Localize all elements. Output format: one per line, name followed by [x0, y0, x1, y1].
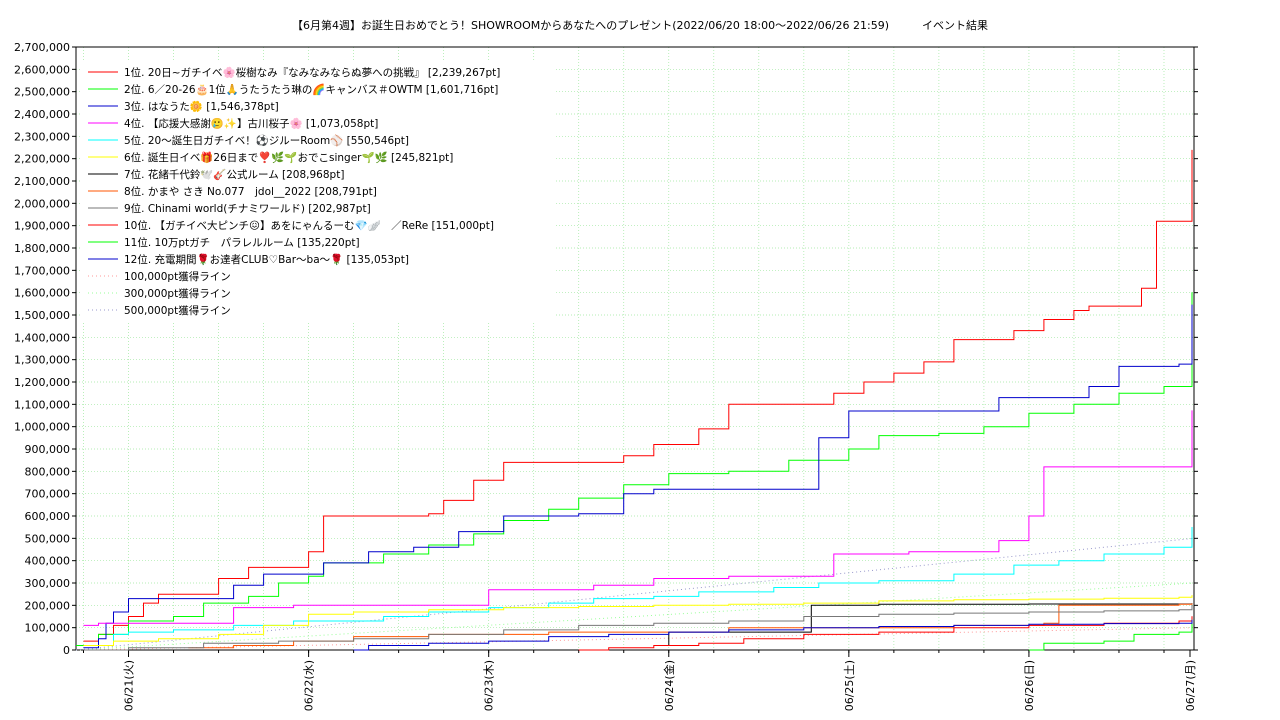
legend-label: 3位. はなうた🌼 [1,546,378pt]: [124, 100, 279, 113]
x-tick-label: 06/24(金): [662, 660, 676, 711]
y-tick-label: 400,000: [25, 555, 71, 568]
y-tick-label: 1,300,000: [14, 354, 70, 367]
y-tick-label: 1,000,000: [14, 421, 70, 434]
series-line: [1028, 619, 1193, 651]
legend-label: 5位. 20〜誕生日ガチイベ！⚽ジルーRoom⚾ [550,546pt]: [124, 134, 409, 147]
legend-label: 7位. 花緒千代鈴🕊️🎸公式ルーム [208,968pt]: [124, 168, 344, 181]
legend-label: 500,000pt獲得ライン: [124, 304, 231, 317]
legend-label: 4位. 【応援大感謝🥲✨】古川桜子🌸 [1,073,058pt]: [124, 117, 378, 130]
y-tick-label: 1,600,000: [14, 287, 70, 300]
y-tick-label: 2,300,000: [14, 130, 70, 143]
legend-label: 2位. 6／20-26🎂1位🙏うたうたう琳の🌈キャンバス＃OWTM [1,601…: [124, 83, 498, 96]
y-tick-label: 2,200,000: [14, 153, 70, 166]
y-tick-label: 1,400,000: [14, 331, 70, 344]
y-tick-label: 2,400,000: [14, 108, 70, 121]
legend: 1位. 20日~ガチイベ🌸桜樹なみ『なみなみならぬ夢への挑戦』 [2,239,2…: [82, 60, 554, 322]
y-tick-label: 2,000,000: [14, 197, 70, 210]
series-line: [578, 616, 1193, 651]
y-tick-label: 2,600,000: [14, 63, 70, 76]
series-line: [83, 604, 1193, 651]
legend-background: [82, 60, 554, 322]
legend-label: 100,000pt獲得ライン: [124, 270, 231, 283]
x-tick-label: 06/26(日): [1023, 660, 1036, 711]
y-tick-label: 1,200,000: [14, 376, 70, 389]
x-tick-label: 06/25(土): [843, 660, 856, 711]
y-tick-label: 300,000: [25, 577, 71, 590]
y-tick-label: 800,000: [25, 465, 71, 478]
reference-line: [75, 582, 1195, 651]
chart-title: 【6月第4週】お誕生日おめでとう！SHOWROOMからあなたへのプレゼント(20…: [291, 19, 988, 32]
y-tick-label: 1,900,000: [14, 220, 70, 233]
series-layer: [76, 149, 1193, 651]
y-tick-label: 200,000: [25, 599, 71, 612]
x-tick-label: 06/22(水): [303, 660, 316, 711]
series-line: [653, 603, 1193, 646]
series-line: [83, 304, 1193, 649]
x-tick-label: 06/23(木): [483, 660, 496, 711]
y-tick-label: 900,000: [25, 443, 71, 456]
legend-label: 9位. Chinami world(チナミワールド) [202,987pt]: [124, 202, 371, 215]
y-tick-label: 2,700,000: [14, 41, 70, 54]
series-line: [83, 527, 1193, 646]
reference-lines-layer: [75, 537, 1195, 651]
y-tick-label: 700,000: [25, 488, 71, 501]
legend-label: 8位. かまや さき No.077 jdol__2022 [208,791pt]: [124, 185, 377, 198]
y-tick-label: 1,100,000: [14, 398, 70, 411]
plot-frame: [75, 46, 1195, 651]
legend-label: 12位. 充電期間🌹お達者CLUB♡Bar〜ba〜🌹 [135,053pt]: [124, 253, 409, 266]
reference-line: [75, 537, 1195, 651]
series-line: [83, 595, 1193, 646]
reference-line: [75, 627, 1195, 651]
legend-label: 300,000pt獲得ライン: [124, 287, 231, 300]
y-tick-label: 1,700,000: [14, 264, 70, 277]
series-line: [76, 292, 1193, 646]
x-tick-label: 06/21(火): [123, 660, 136, 711]
legend-label: 1位. 20日~ガチイベ🌸桜樹なみ『なみなみならぬ夢への挑戦』 [2,239,2…: [124, 66, 500, 79]
y-tick-label: 2,500,000: [14, 86, 70, 99]
y-tick-label: 1,500,000: [14, 309, 70, 322]
legend-label: 11位. 10万ptガチ パラレルルーム [135,220pt]: [124, 236, 360, 249]
y-tick-label: 100,000: [25, 622, 71, 635]
y-tick-label: 500,000: [25, 532, 71, 545]
legend-label: 10位. 【ガチイベ大ピンチ😖】あをにゃんるーむ💎🪽 ／ReRe [151,00…: [124, 219, 494, 232]
legend-label: 6位. 誕生日イベ🎁26日まで❣️🌿🌱おでこsinger🌱🌿 [245,821p…: [124, 151, 453, 164]
y-tick-label: 2,100,000: [14, 175, 70, 188]
x-tick-label: 06/27(月): [1184, 660, 1197, 711]
y-tick-label: 600,000: [25, 510, 71, 523]
y-tick-label: 0: [63, 644, 70, 657]
series-line: [353, 619, 1193, 651]
series-line: [83, 410, 1193, 626]
series-line: [83, 149, 1193, 642]
y-tick-label: 1,800,000: [14, 242, 70, 255]
